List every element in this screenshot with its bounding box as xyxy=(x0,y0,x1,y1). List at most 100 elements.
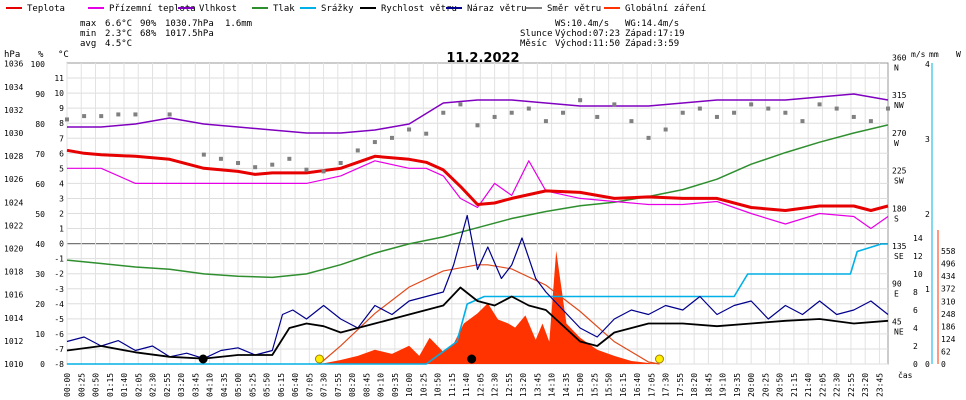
axis-degc-tick: 6 xyxy=(59,149,64,158)
x-tick-label: 09:10 xyxy=(377,373,386,397)
moonrise-marker xyxy=(467,354,477,364)
x-tick-label: 09:35 xyxy=(391,373,400,397)
axis-degc-tick: 7 xyxy=(59,134,64,143)
stat-moon-label: Měsíc xyxy=(520,39,547,49)
axis-pct-tick: 70 xyxy=(35,150,45,159)
sunset-marker xyxy=(654,354,664,364)
axis-ms-tick: 2 xyxy=(913,342,918,351)
x-tick-label: 11:40 xyxy=(462,373,471,397)
x-tick-label: 18:20 xyxy=(690,373,699,397)
axis-degc-tick: -2 xyxy=(54,270,64,279)
wind-direction-point xyxy=(99,114,104,119)
x-tick-label: 08:20 xyxy=(348,373,357,397)
x-tick-label: 17:55 xyxy=(676,373,685,397)
axis-degc-tick: -3 xyxy=(54,285,64,294)
series-tlak xyxy=(66,124,889,279)
axis-pct-tick: 40 xyxy=(35,240,45,249)
wind-direction-point xyxy=(851,114,856,119)
legend-label: Globální záření xyxy=(625,4,706,14)
legend-item-dir: Směr větru xyxy=(526,4,601,14)
x-tick-label: 22:55 xyxy=(847,373,856,397)
wind-direction-point xyxy=(749,102,754,107)
x-tick-label: 22:30 xyxy=(833,373,842,397)
x-tick-label: 10:50 xyxy=(434,373,443,397)
x-tick-label: 23:45 xyxy=(875,373,884,397)
wind-direction-point xyxy=(65,117,69,122)
x-axis-unit: čas xyxy=(898,370,913,380)
x-tick-label: 15:50 xyxy=(605,373,614,397)
axis-dir-name: SE xyxy=(894,252,904,261)
axis-dir-name: NW xyxy=(894,101,904,110)
axis-pct-tick: 90 xyxy=(35,90,45,99)
chart-title: 11.2.2022 xyxy=(446,51,519,66)
x-tick-label: 13:20 xyxy=(519,373,528,397)
stat-moonrise: Východ:11:50 xyxy=(555,39,620,49)
axis-pct-tick: 10 xyxy=(35,330,45,339)
x-tick-label: 08:45 xyxy=(362,373,371,397)
axis-dir-deg: 360 xyxy=(892,54,907,63)
series-naraz-vetru xyxy=(66,214,889,360)
wind-direction-point xyxy=(441,110,446,115)
x-tick-label: 01:40 xyxy=(120,373,129,397)
wind-direction-point xyxy=(680,110,685,115)
axis-dir-deg: 135 xyxy=(892,242,907,251)
axis-dir-deg: 315 xyxy=(892,91,907,100)
axis-hpa-tick: 1026 xyxy=(4,175,23,184)
x-tick-label: 15:25 xyxy=(590,373,599,397)
x-tick-label: 05:25 xyxy=(248,373,257,397)
wind-direction-point xyxy=(509,110,514,115)
axis-ms-unit: m/s xyxy=(911,50,926,59)
axis-hpa-tick: 1032 xyxy=(4,106,23,115)
x-tick-label: 00:25 xyxy=(77,373,86,397)
stat-temp: 6.6°C xyxy=(105,19,132,29)
series-vlhkost xyxy=(67,93,889,134)
wind-direction-point xyxy=(766,106,771,111)
stat-label: max xyxy=(80,19,97,29)
wind-direction-point xyxy=(714,114,719,119)
axis-pct-tick: 20 xyxy=(35,300,45,309)
axis-pct-tick: 80 xyxy=(35,120,45,129)
x-tick-label: 12:05 xyxy=(476,373,485,397)
wind-direction-point xyxy=(372,140,377,145)
stat-press: 1030.7hPa xyxy=(165,19,214,29)
x-tick-label: 00:50 xyxy=(92,373,101,397)
legend-label: Vlhkost xyxy=(199,4,237,14)
axis-dir-deg: 270 xyxy=(892,129,907,138)
stat-temp: 4.5°C xyxy=(105,39,132,49)
stat-label: avg xyxy=(80,39,96,49)
wind-direction-point xyxy=(287,156,292,161)
axis-pct-tick: 60 xyxy=(35,180,45,189)
axis-wm2-tick: 124 xyxy=(941,335,956,344)
legend-item-solar: Globální záření xyxy=(604,4,706,14)
axis-dir-deg: 180 xyxy=(892,204,907,213)
axis-degc-tick: 4 xyxy=(59,179,64,188)
axis-hpa-tick: 1020 xyxy=(4,245,23,254)
stat-sun-label: Slunce xyxy=(520,29,553,39)
axis-ms-tick: 12 xyxy=(913,252,923,261)
axis-pct-unit: % xyxy=(38,50,44,60)
axis-dir-deg: 45 xyxy=(892,317,902,326)
legend-label: Rychlost větru xyxy=(381,4,457,14)
axis-degc-tick: 2 xyxy=(59,210,64,219)
series-rychlost-vetru xyxy=(66,286,889,360)
wind-direction-point xyxy=(578,98,583,103)
axis-mm-tick: 3 xyxy=(925,135,930,144)
axis-wm2-tick: 434 xyxy=(941,272,956,281)
x-tick-label: 13:45 xyxy=(533,373,542,397)
wind-direction-point xyxy=(817,102,822,107)
axis-hpa-tick: 1034 xyxy=(4,83,23,92)
stat-label: min xyxy=(80,29,96,39)
axis-degc-tick: 1 xyxy=(59,225,64,234)
axis-mm-tick: 1 xyxy=(925,285,930,294)
axis-hpa-tick: 1024 xyxy=(4,198,23,207)
axis-hpa-tick: 1012 xyxy=(4,337,23,346)
x-tick-label: 20:50 xyxy=(776,373,785,397)
series-srazky xyxy=(67,243,888,365)
x-tick-label: 20:00 xyxy=(747,373,756,397)
axis-dir-name: S xyxy=(894,214,899,223)
wind-direction-point xyxy=(646,135,651,140)
wind-direction-point xyxy=(424,131,429,136)
x-tick-label: 00:00 xyxy=(63,373,72,397)
stat-hum: 68% xyxy=(140,29,157,39)
x-tick-label: 16:40 xyxy=(633,373,642,397)
